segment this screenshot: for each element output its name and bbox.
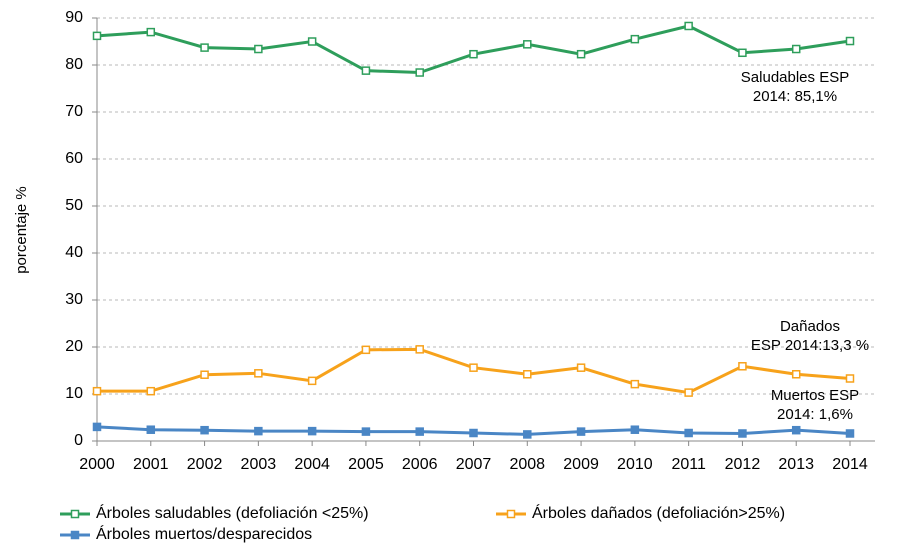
data-point [200,43,209,52]
legend-label: Árboles dañados (defoliación>25%) [532,503,785,522]
data-point [361,66,371,75]
data-point [576,363,586,372]
y-tick-label: 10 [65,385,83,402]
data-point [684,388,693,397]
y-tick-label: 60 [65,150,83,167]
data-point [576,49,586,59]
x-tick-label: 2014 [832,456,868,473]
data-point [415,68,424,77]
data-point [738,429,747,438]
annotation: ESP 2014:13,3 % [751,337,869,354]
legend-marker [506,509,516,519]
x-tick-label: 2007 [456,456,492,473]
x-tick-label: 2006 [402,456,438,473]
data-point [307,426,317,436]
y-tick-label: 30 [65,291,83,308]
data-point [92,31,102,41]
series-line [96,24,851,75]
data-point [523,40,532,49]
x-tick-label: 2008 [509,456,545,473]
annotation: 2014: 85,1% [753,88,837,105]
y-tick-label: 90 [65,9,83,26]
y-tick-label: 50 [65,197,83,214]
annotation: Dañados [780,318,840,335]
data-point [361,427,371,436]
data-point [630,34,640,44]
data-point [845,36,855,46]
data-point [361,345,371,355]
x-tick-label: 2010 [617,456,653,473]
data-point [469,428,478,438]
y-axis-label: porcentaje % [13,186,30,274]
data-point [254,369,263,378]
x-tick-label: 2011 [671,456,706,473]
legend-marker [70,509,80,519]
data-point [523,370,532,379]
x-tick-label: 2009 [563,456,599,473]
data-point [254,426,263,436]
data-point [200,370,209,379]
data-point [791,370,801,379]
data-point [684,21,693,31]
annotation: Saludables ESP [741,69,849,86]
data-point [146,386,156,396]
y-tick-label: 20 [65,338,83,355]
legend-label: Árboles muertos/desparecidos [96,524,312,543]
data-point [200,425,209,435]
data-point [415,345,424,354]
x-tick-label: 2003 [241,456,277,473]
data-point [630,425,640,434]
x-tick-label: 2005 [348,456,384,473]
data-point [738,362,747,371]
data-point [576,427,586,436]
data-point [415,427,424,436]
x-tick-label: 2002 [187,456,223,473]
data-point [738,48,747,58]
legend-label: Árboles saludables (defoliación <25%) [96,503,369,522]
data-point [254,44,263,54]
data-point [845,374,855,383]
data-point [469,363,478,372]
y-tick-label: 80 [65,56,83,73]
x-tick-label: 2013 [778,456,814,473]
x-tick-label: 2004 [294,456,330,473]
y-tick-label: 70 [65,103,83,120]
data-point [92,422,102,432]
legend-marker [70,530,80,540]
x-tick-label: 2000 [79,456,115,473]
data-point [523,430,532,439]
data-point [791,44,801,54]
x-tick-label: 2012 [725,456,761,473]
data-point [146,425,156,434]
x-tick-label: 2001 [133,456,169,473]
y-tick-label: 40 [65,244,83,261]
data-point [92,386,102,396]
data-point [146,27,156,37]
data-point [469,49,478,59]
data-point [684,428,693,438]
data-point [307,376,317,386]
annotation: Muertos ESP [771,387,859,404]
annotation: 2014: 1,6% [777,406,853,423]
data-point [845,429,855,438]
data-point [307,37,317,46]
y-tick-label: 0 [74,432,83,449]
data-point [791,425,801,435]
data-point [630,379,640,389]
